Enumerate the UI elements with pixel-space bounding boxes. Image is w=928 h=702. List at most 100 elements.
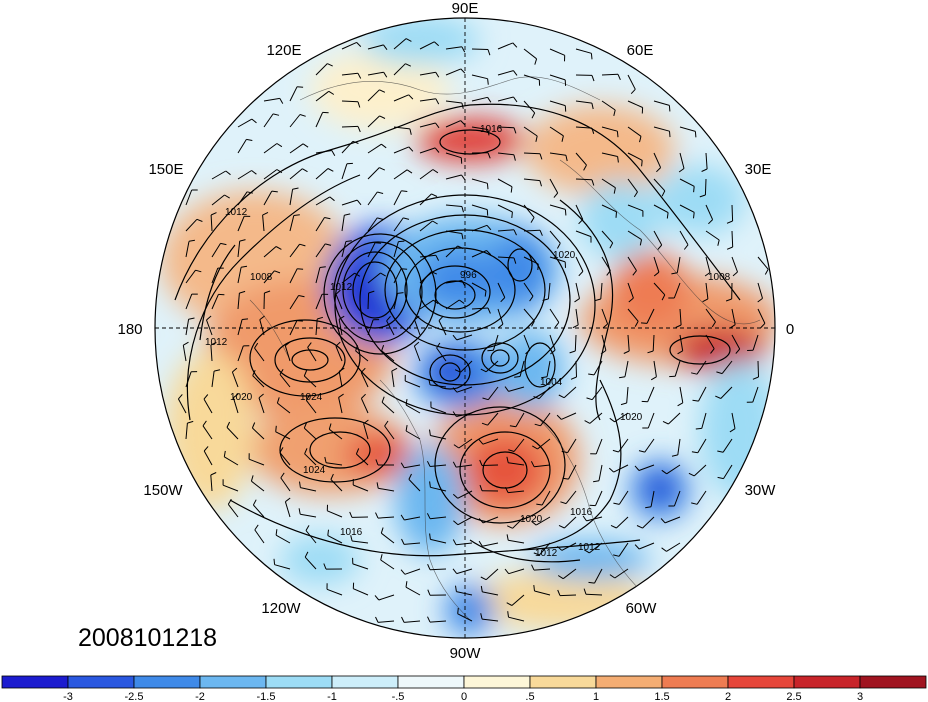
wind-barb-flag [401,616,405,623]
wind-barb [227,503,239,518]
wind-barb [263,97,280,102]
wind-barb [575,48,592,54]
wind-barb-flag [666,212,669,219]
wind-barb-flag [554,322,560,328]
wind-barb [705,230,720,241]
contour-label: 1024 [303,465,326,476]
wind-barb [419,220,433,232]
wind-barb-flag [617,74,621,80]
wind-barb [456,386,473,393]
wind-barb [429,568,447,571]
wind-barb [210,344,213,362]
wind-barb [731,204,734,222]
longitude-label-0: 0 [786,321,794,338]
wind-barb [445,280,462,284]
wind-barb [289,243,301,258]
wind-barb-flag [299,243,306,247]
colorbar-swatch [133,675,201,689]
wind-barb-flag [619,376,626,379]
wind-barb [575,282,580,299]
wind-barb-flag [454,369,461,373]
wind-barb-flag [511,211,513,219]
wind-barb-flag [479,459,483,466]
wind-barb [627,308,639,322]
wind-barb-flag [305,525,310,531]
wind-barb-flag [361,393,366,399]
wind-barb-flag [609,242,614,249]
wind-barb-flag [206,315,212,321]
wind-barb [381,350,395,362]
colorbar-tick-label: -2.5 [125,691,144,702]
wind-barb-flag [241,265,248,268]
wind-barb [289,189,294,206]
wind-barb [653,230,663,246]
wind-barb-flag [757,297,763,303]
wind-barb-flag [634,544,640,550]
wind-barb [639,542,655,550]
wind-barb [627,282,634,299]
wind-barb-flag [482,397,489,401]
wind-barb [508,568,525,575]
wind-barb [549,48,565,56]
wind-barb-flag [400,569,406,575]
wind-barb [497,126,515,129]
wind-barb [549,178,559,194]
wind-barb-flag [532,445,538,450]
wind-barb-flag [250,475,254,482]
wind-barb-flag [317,316,324,320]
wind-barb [674,360,681,377]
wind-barb-flag [461,280,466,286]
wind-barb-flag [560,501,567,505]
wind-barb [601,256,611,271]
wind-barb-flag [602,323,608,329]
wind-barb [601,100,616,111]
wind-barb [731,256,738,273]
wind-barb [598,464,603,481]
wind-barb [471,224,488,232]
wind-barb-flag [226,421,231,428]
wind-barb-flag [507,611,509,618]
wind-barb [356,453,369,466]
wind-barb [404,568,421,575]
wind-barb [559,594,577,597]
wind-barb [523,334,531,351]
wind-barb [393,190,402,206]
wind-barb [482,438,499,445]
wind-barb [404,464,421,469]
wind-barb [705,334,715,349]
wind-barb [567,438,577,453]
wind-barb [497,42,513,50]
wind-barb-flag [694,131,697,138]
wind-barb [289,295,300,310]
wind-barb [642,516,655,529]
wind-barb [386,320,395,336]
wind-barb-flag [275,529,278,536]
wind-barb [482,542,499,547]
wind-barb [482,516,499,524]
wind-barb-flag [304,551,309,558]
wind-barb [586,516,603,522]
wind-barb-flag [408,146,414,152]
colorbar-swatch [793,675,861,689]
wind-barb-flag [380,527,384,534]
wind-barb-flag [478,540,483,547]
wind-barb-flag [725,298,732,302]
wind-barb-flag [530,217,535,223]
wind-barb-flag [565,155,568,162]
wind-barb-flag [356,42,362,47]
wind-barb-flag [613,187,616,194]
wind-barb [575,126,593,129]
colorbar-swatch [67,675,135,689]
wind-barb-flag [692,399,699,402]
wind-barb [481,464,499,466]
wind-barb [627,74,636,90]
wind-barb [601,204,617,213]
wind-barb [537,438,551,450]
wind-barb [575,256,584,272]
wind-barb-flag [272,113,280,116]
wind-barb-flag [591,127,595,134]
wind-barb-flag [693,186,695,193]
wind-barb [378,620,395,623]
wind-barb-flag [457,245,464,249]
wind-barb-flag [661,294,666,301]
